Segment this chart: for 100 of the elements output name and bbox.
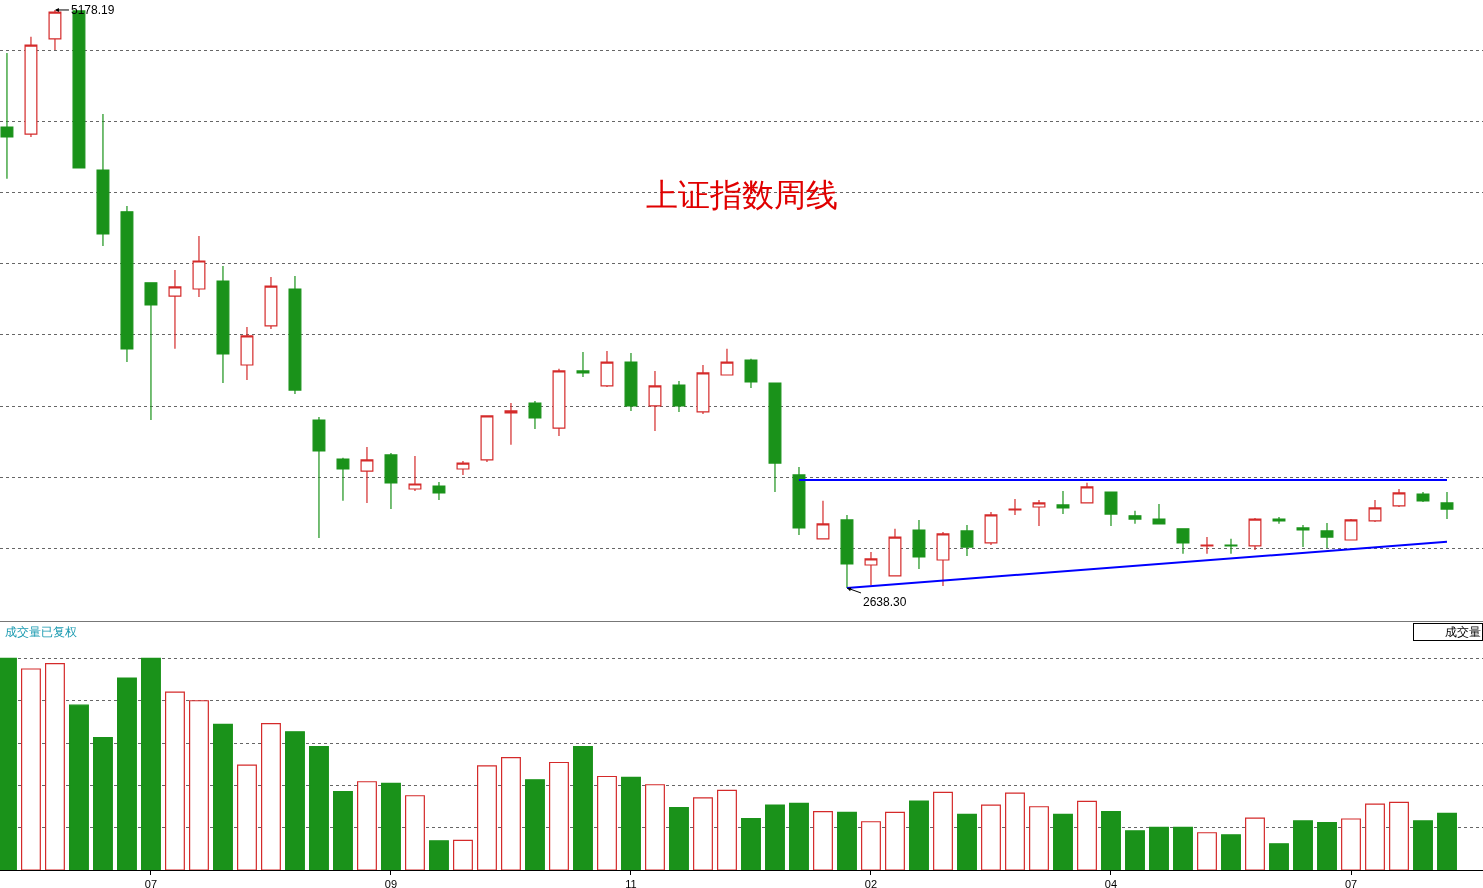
bar (933, 791, 953, 870)
candlestick (480, 415, 494, 463)
candlestick (792, 466, 806, 536)
bar (213, 723, 233, 870)
bar (765, 804, 785, 870)
bar (885, 811, 905, 870)
bar (1413, 820, 1433, 870)
candlestick (576, 351, 590, 378)
candlestick (624, 352, 638, 412)
bar (789, 802, 809, 870)
bar (645, 784, 665, 870)
candlestick (1272, 516, 1286, 525)
candlestick (456, 460, 470, 476)
bar (261, 722, 281, 870)
candlestick (96, 113, 110, 247)
bar (1197, 832, 1217, 870)
bar (357, 781, 377, 870)
bar (1149, 826, 1169, 870)
candlestick (600, 350, 614, 388)
bar (189, 700, 209, 870)
x-tick-label: 02 (864, 878, 878, 888)
bar (1221, 834, 1241, 870)
candlestick (0, 52, 14, 180)
text: 成交量 (1445, 625, 1481, 639)
bar (1005, 792, 1025, 870)
bar (1269, 843, 1289, 870)
bar (1293, 820, 1313, 870)
candlestick (840, 514, 854, 589)
annotation: 5178.19 (71, 3, 115, 17)
candlestick (1032, 499, 1046, 527)
bar (621, 776, 641, 870)
bar (477, 765, 497, 870)
candlestick (1440, 491, 1454, 520)
bar (405, 795, 425, 870)
bar (117, 677, 137, 870)
candlestick (288, 275, 302, 395)
candlestick (1080, 482, 1094, 504)
candlestick (1128, 510, 1142, 525)
x-tick-label: 09 (384, 878, 398, 888)
bar (597, 775, 617, 870)
bar (1437, 812, 1457, 870)
bar (501, 757, 521, 870)
bar (1365, 803, 1385, 870)
x-tick-label: 07 (144, 878, 158, 888)
bar (1101, 811, 1121, 870)
bar (165, 691, 185, 870)
candlestick (1176, 528, 1190, 555)
candlestick (216, 265, 230, 384)
candlestick (960, 524, 974, 557)
bar (525, 779, 545, 870)
bar (1173, 826, 1193, 870)
bar (573, 746, 593, 870)
candlestick (144, 282, 158, 421)
candlestick (528, 400, 542, 430)
bar (381, 782, 401, 870)
bar (717, 789, 737, 870)
candlestick (1392, 488, 1406, 508)
candlestick (696, 364, 710, 415)
bar (669, 806, 689, 870)
candlestick (120, 205, 134, 363)
bar (333, 791, 353, 870)
candlestick (720, 348, 734, 376)
candlestick (432, 481, 446, 501)
candlestick (24, 36, 38, 138)
bar (813, 811, 833, 870)
bar (21, 668, 41, 870)
candlestick (1296, 524, 1310, 548)
bar (549, 761, 569, 870)
candlestick (384, 452, 398, 510)
bar (429, 840, 449, 870)
candlestick (672, 380, 686, 413)
candlestick (1248, 517, 1262, 551)
bar (1077, 800, 1097, 870)
candlestick (1320, 522, 1334, 549)
bar (285, 731, 305, 870)
bar (309, 746, 329, 870)
candlestick (1344, 518, 1358, 541)
candlestick (264, 276, 278, 330)
candlestick (168, 269, 182, 350)
annotation: 2638.30 (863, 595, 907, 609)
candlestick (888, 528, 902, 577)
bar (693, 797, 713, 870)
bar (45, 663, 65, 870)
bar (909, 800, 929, 870)
candlestick (936, 531, 950, 587)
candlestick (1152, 503, 1166, 525)
bar (69, 704, 89, 870)
candlestick (1368, 499, 1382, 523)
candlestick (192, 235, 206, 298)
candlestick (408, 455, 422, 492)
x-tick-label: 04 (1104, 878, 1118, 888)
bar (1245, 817, 1265, 870)
candlestick (240, 326, 254, 381)
candlestick (1008, 498, 1022, 516)
chart-title: 成交量已复权 (5, 625, 77, 639)
text: 上证指数周线 (646, 177, 838, 213)
candlestick (816, 500, 830, 540)
candlestick (648, 370, 662, 432)
bar (453, 839, 473, 870)
bar (861, 821, 881, 870)
